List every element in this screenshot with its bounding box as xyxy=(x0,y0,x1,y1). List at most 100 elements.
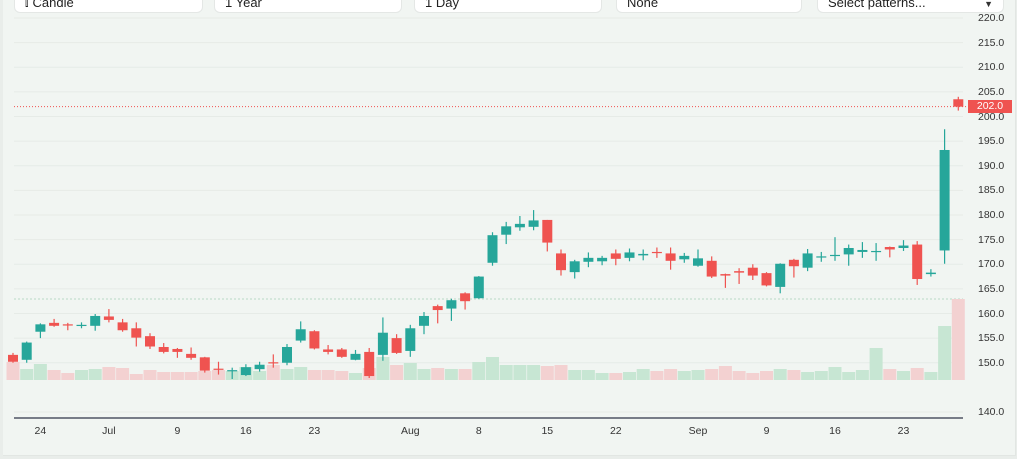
volume-bar xyxy=(253,371,267,380)
candle-body xyxy=(651,251,662,254)
candle-body xyxy=(172,348,183,352)
candle-body xyxy=(720,274,731,276)
candle-body xyxy=(227,370,238,372)
volume-bar xyxy=(760,371,773,380)
volume-bar xyxy=(677,371,691,380)
volume-bar xyxy=(116,368,130,380)
candle-body xyxy=(638,253,649,256)
candle-body xyxy=(186,353,197,358)
x-tick-label: 15 xyxy=(541,425,554,437)
volume-bar xyxy=(513,365,527,380)
volume-bar xyxy=(828,367,842,380)
indicator-value: None xyxy=(627,0,659,10)
volume-bar xyxy=(746,373,760,380)
candle-body xyxy=(295,329,306,341)
volume-bar xyxy=(390,365,404,380)
candle-body xyxy=(898,245,909,248)
y-tick-label: 170.0 xyxy=(978,258,1005,271)
volume-bar xyxy=(842,372,856,380)
volume-bar xyxy=(6,362,20,380)
candle-body xyxy=(419,315,429,326)
candle-body xyxy=(240,367,251,376)
volume-bar xyxy=(472,362,486,380)
candle-body xyxy=(323,349,334,352)
candle-body xyxy=(282,346,292,363)
candle-body xyxy=(377,332,388,355)
candle-body xyxy=(336,349,347,357)
volume-bar xyxy=(47,370,61,380)
candle-body xyxy=(925,272,936,275)
candle-body xyxy=(90,315,101,326)
candle-body xyxy=(884,247,895,250)
volume-bar xyxy=(349,373,362,380)
interval-value: 1 Day xyxy=(425,0,459,10)
interval-select[interactable]: 1 Day xyxy=(414,0,602,13)
volume-bar xyxy=(307,370,321,380)
volume-bar xyxy=(554,365,568,380)
volume-bar xyxy=(910,368,924,380)
volume-bar xyxy=(75,370,88,380)
candle-body xyxy=(158,346,169,352)
candle-body xyxy=(460,293,471,302)
candle-body xyxy=(350,353,361,360)
range-select[interactable]: 1 Year xyxy=(214,0,402,13)
volume-bar xyxy=(787,370,801,380)
volume-bar xyxy=(444,369,458,380)
volume-bar xyxy=(20,369,34,380)
candle-body xyxy=(213,368,224,370)
chart-type-value: Candle xyxy=(32,0,74,10)
volume-bar xyxy=(869,348,883,380)
volume-bar xyxy=(321,370,335,380)
y-tick-label: 200.0 xyxy=(978,110,1005,123)
volume-bar xyxy=(212,370,225,380)
x-tick-label: 22 xyxy=(609,425,622,437)
volume-bar xyxy=(581,370,595,380)
y-tick-label: 185.0 xyxy=(978,184,1005,197)
chart-type-select[interactable]: ⫾ Candle xyxy=(14,0,203,13)
candle-body xyxy=(610,253,621,259)
y-tick-label: 220.0 xyxy=(978,12,1005,24)
volume-bar xyxy=(595,373,609,380)
candle-body xyxy=(268,362,279,364)
candle-body xyxy=(857,249,868,252)
y-tick-label: 205.0 xyxy=(978,85,1005,98)
volume-bar xyxy=(61,373,75,380)
candle-body xyxy=(761,273,772,286)
x-tick-label: 24 xyxy=(34,425,47,437)
candle-body xyxy=(446,300,457,309)
candle-body xyxy=(309,331,320,349)
volume-bar xyxy=(883,369,897,380)
volume-bar xyxy=(486,357,499,380)
y-tick-label: 175.0 xyxy=(978,233,1005,246)
volume-bar xyxy=(88,369,102,380)
candle-body xyxy=(816,256,827,258)
candle-body xyxy=(693,258,703,266)
volume-bar xyxy=(568,370,582,380)
candle-body xyxy=(747,267,758,276)
patterns-select[interactable]: Select patterns... ▼ xyxy=(817,0,1004,13)
volume-bar xyxy=(184,372,198,380)
candle-body xyxy=(624,252,635,258)
candle-body xyxy=(665,253,676,261)
volume-bar xyxy=(280,369,294,380)
volume-bar xyxy=(143,370,157,380)
volume-bar xyxy=(527,365,541,380)
x-tick-label: 9 xyxy=(763,425,770,437)
volume-bar xyxy=(335,371,349,380)
candle-body xyxy=(76,324,87,327)
volume-bar xyxy=(376,357,390,380)
y-tick-label: 160.0 xyxy=(978,307,1005,320)
volume-bar xyxy=(924,372,938,380)
candle-body xyxy=(391,338,402,353)
volume-bar xyxy=(157,372,171,380)
volume-bar xyxy=(691,370,705,380)
range-value: 1 Year xyxy=(225,0,262,10)
indicator-select[interactable]: None xyxy=(616,0,802,13)
candle-body xyxy=(487,235,498,263)
x-tick-label: Sep xyxy=(688,425,708,437)
candle-body xyxy=(871,250,882,253)
volume-bar xyxy=(855,370,869,380)
candle-body xyxy=(597,257,608,262)
volume-bar xyxy=(33,364,47,380)
